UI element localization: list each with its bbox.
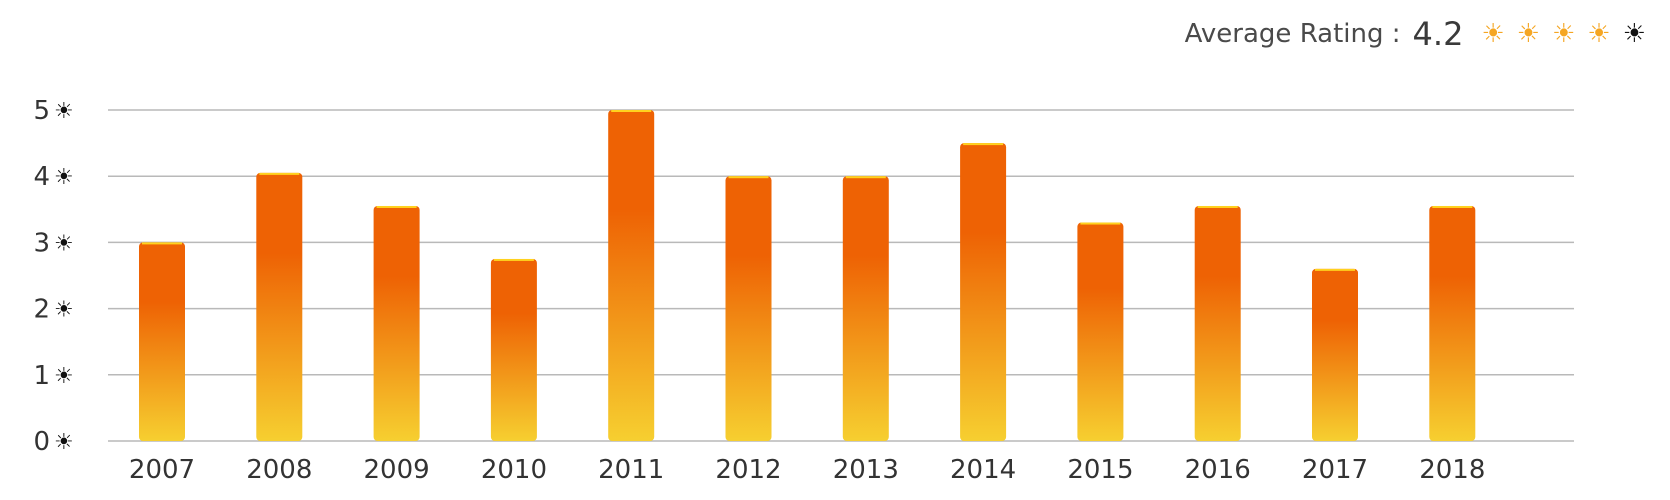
x-tick-label: 2010 (481, 455, 547, 485)
bar-cap (493, 258, 534, 261)
star-icon: ☀ (54, 298, 74, 323)
y-axis-ticks: 0 ☀1 ☀2 ☀3 ☀4 ☀5 ☀ (33, 96, 73, 457)
bar-cap (728, 176, 769, 179)
star-filled-icon: ☀ (1516, 19, 1541, 49)
x-tick-label: 2015 (1067, 455, 1133, 485)
x-tick-label: 2009 (364, 455, 430, 485)
x-tick-label: 2014 (950, 455, 1016, 485)
star-icon: ☀ (54, 99, 74, 124)
y-tick-label: 4 (33, 162, 50, 192)
bar (256, 172, 303, 441)
bar (1077, 222, 1124, 441)
bar (1429, 205, 1476, 441)
bar-cap (1315, 268, 1355, 271)
bar-cap (259, 172, 300, 175)
average-rating-value: 4.2 (1412, 15, 1464, 53)
bar (842, 176, 889, 441)
bar (139, 242, 185, 441)
x-tick-label: 2018 (1419, 455, 1485, 485)
y-tick-label: 0 (33, 427, 50, 457)
y-tick-label: 1 (33, 361, 50, 391)
bar-cap (1197, 205, 1238, 208)
star-filled-icon: ☀ (1481, 19, 1505, 49)
x-axis-ticks: 2007 2008 2009 2010 2011 2012 2013 2014 2015 2016… (129, 455, 1485, 485)
x-tick-label: 2012 (715, 455, 781, 485)
star-icon: ☀ (54, 430, 74, 455)
bar-cap (963, 143, 1004, 146)
star-filled-icon: ☀ (1552, 19, 1576, 49)
bars (139, 110, 1476, 441)
rating-stars: ☀ ☀ ☀ ☀ ☀ (1481, 21, 1646, 47)
star-icon: ☀ (54, 364, 74, 389)
x-tick-label: 2013 (833, 455, 899, 485)
bar (608, 110, 655, 441)
bar (1194, 205, 1241, 441)
star-empty-icon: ☀ (1622, 19, 1646, 49)
average-rating-header: Average Rating : 4.2 ☀ ☀ ☀ ☀ ☀ (1185, 14, 1646, 54)
x-tick-label: 2017 (1302, 455, 1368, 485)
bar (373, 205, 420, 441)
star-icon: ☀ (54, 231, 74, 256)
y-tick-label: 2 (33, 295, 50, 325)
star-icon: ☀ (54, 165, 74, 190)
x-tick-label: 2007 (129, 455, 195, 485)
bar-cap (1080, 222, 1121, 225)
bar-cap (611, 110, 652, 112)
bar-cap (376, 205, 417, 208)
bar (1312, 268, 1358, 441)
average-rating-label: Average Rating : (1184, 19, 1401, 49)
bar-cap (142, 242, 182, 245)
y-tick-label: 5 (33, 96, 50, 126)
x-tick-label: 2008 (246, 455, 312, 485)
bar (960, 143, 1007, 441)
bar-cap (845, 176, 886, 179)
star-filled-icon: ☀ (1587, 19, 1611, 49)
x-tick-label: 2016 (1185, 455, 1251, 485)
bar-cap (1432, 205, 1473, 208)
bar (490, 258, 537, 441)
bar (725, 176, 772, 441)
y-tick-label: 3 (33, 228, 50, 258)
x-tick-label: 2011 (598, 455, 664, 485)
